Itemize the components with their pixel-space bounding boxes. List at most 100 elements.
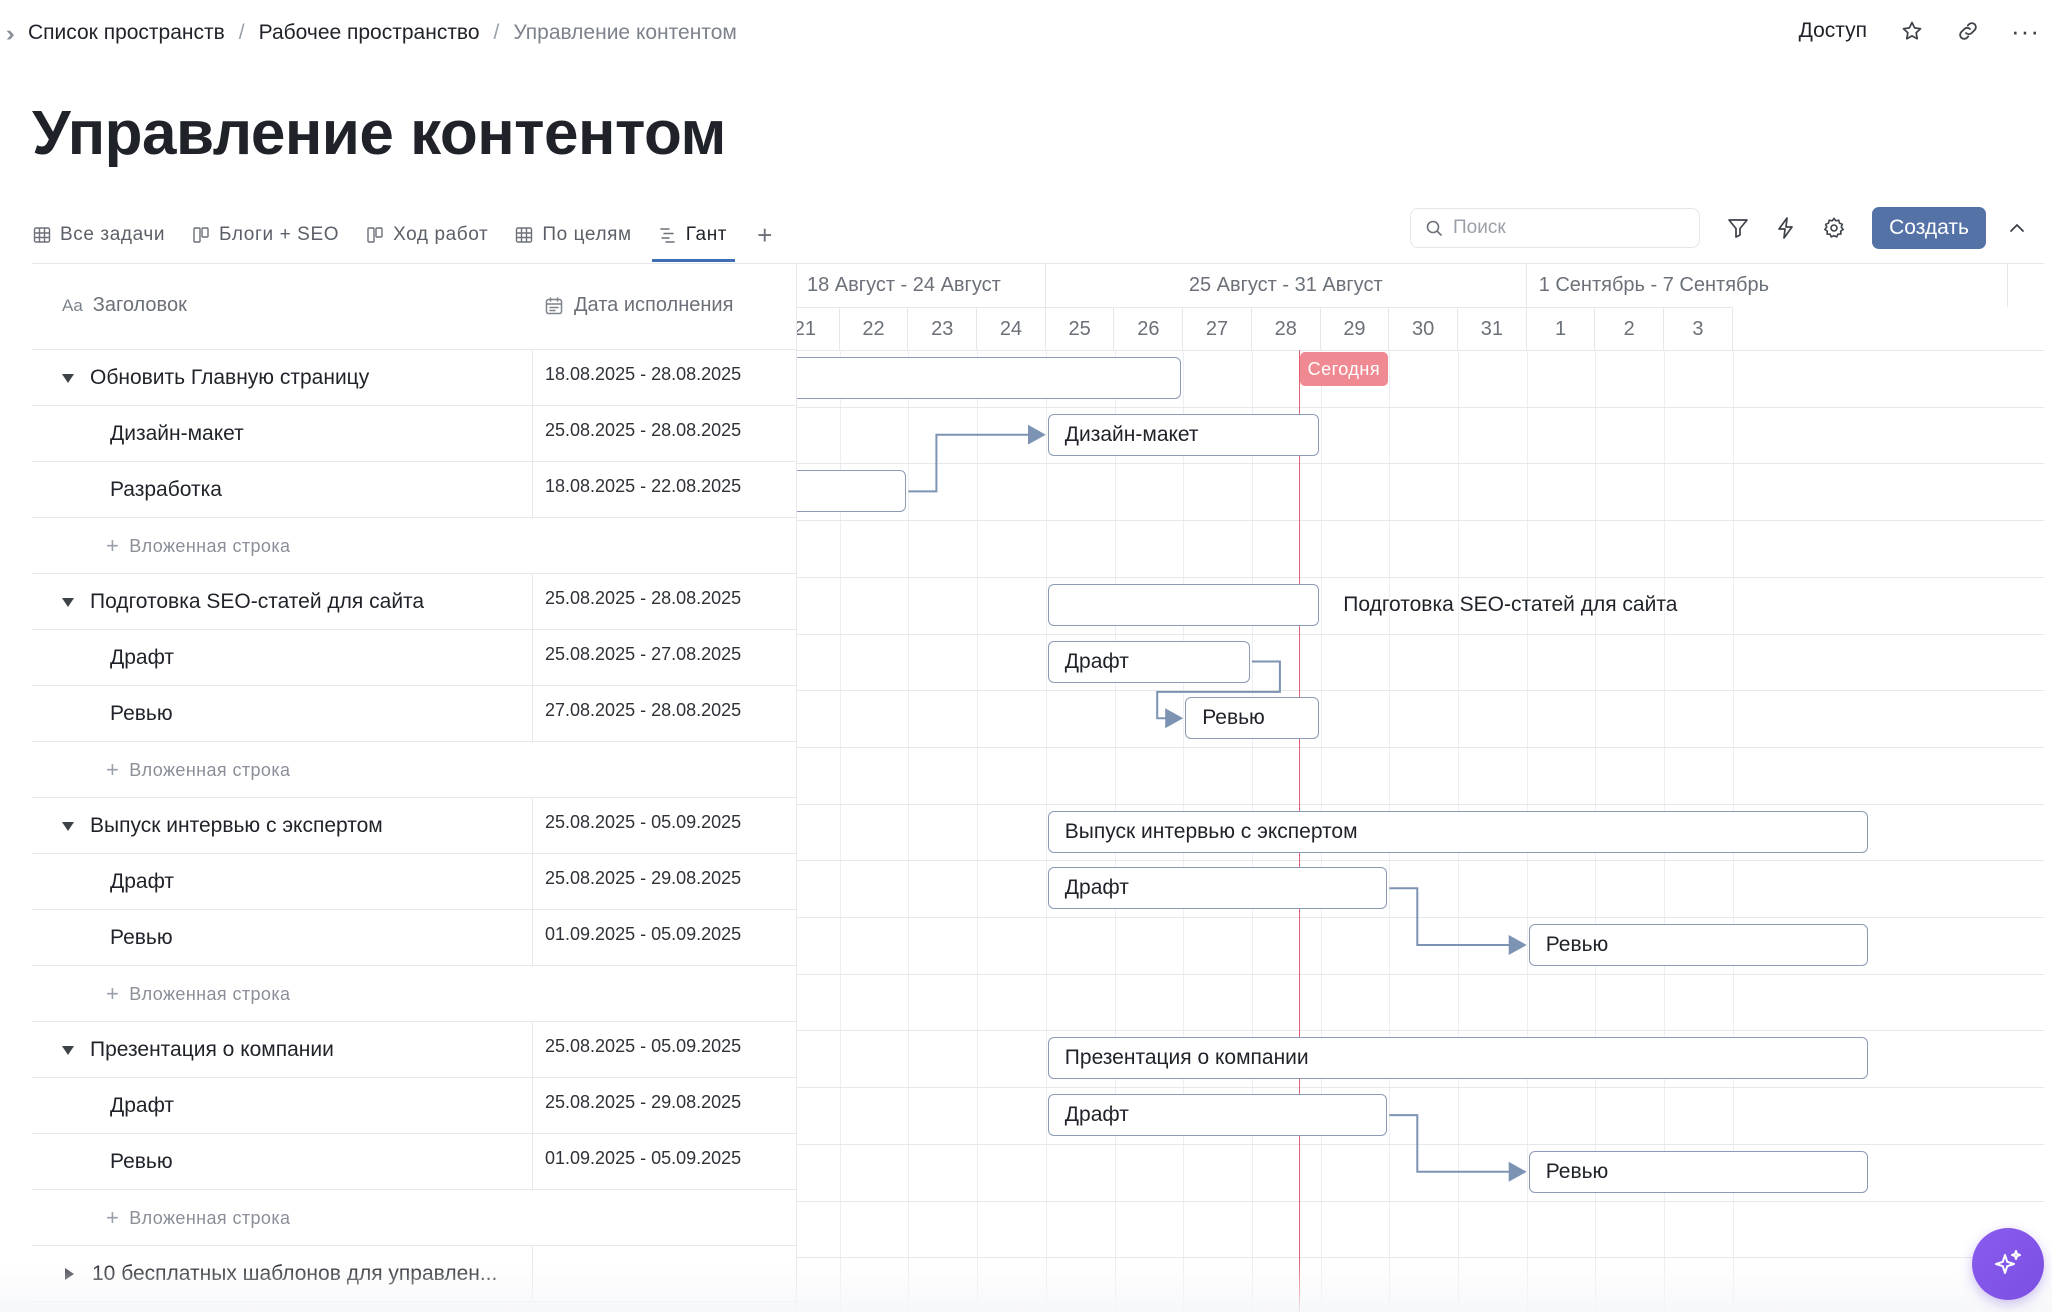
due-date-cell[interactable]: 25.08.2025 - 27.08.2025 <box>532 630 796 686</box>
add-view-button[interactable]: + <box>757 220 773 250</box>
task-title[interactable]: Ревью <box>110 1150 173 1173</box>
table-row[interactable]: 10 бесплатных шаблонов для управлен... <box>32 1246 796 1302</box>
table-row[interactable]: Ревью 01.09.2025 - 05.09.2025 <box>32 1134 796 1190</box>
due-date-cell[interactable]: 18.08.2025 - 28.08.2025 <box>532 350 796 406</box>
due-date-cell[interactable]: 01.09.2025 - 05.09.2025 <box>532 1134 796 1190</box>
task-title[interactable]: Подготовка SEO-статей для сайта <box>90 590 425 613</box>
due-date-cell[interactable]: 25.08.2025 - 29.08.2025 <box>532 854 796 910</box>
table-row[interactable]: Ревью 01.09.2025 - 05.09.2025 <box>32 910 796 966</box>
gantt-bar-presentation-review[interactable]: Ревью <box>1528 1150 1869 1193</box>
expand-sidebar-icon[interactable]: ›› <box>6 21 15 46</box>
more-options-icon[interactable]: ··· <box>2011 16 2040 46</box>
breadcrumb-item-current[interactable]: Управление контентом <box>513 21 737 44</box>
tab-blogs-seo[interactable]: Блоги + SEO <box>191 210 339 260</box>
access-button[interactable]: Доступ <box>1798 19 1868 42</box>
column-header-due-date[interactable]: Дата исполнения <box>544 294 733 317</box>
gantt-bar-interview-review[interactable]: Ревью <box>1528 924 1869 966</box>
due-date-cell[interactable]: 18.08.2025 - 22.08.2025 <box>532 462 796 518</box>
caret-down-icon[interactable] <box>62 821 74 831</box>
table-row[interactable]: Обновить Главную страницу 18.08.2025 - 28… <box>32 350 796 406</box>
due-date-cell[interactable]: 25.08.2025 - 05.09.2025 <box>532 798 796 854</box>
row-gridline <box>797 633 2044 635</box>
breadcrumb-item-spaces[interactable]: Список пространств <box>28 21 225 44</box>
gantt-bar-home-page[interactable] <box>797 357 1182 399</box>
add-subrow-label[interactable]: Вложенная строка <box>129 535 291 556</box>
settings-gear-icon[interactable] <box>1820 214 1848 242</box>
gantt-bar-presentation-draft[interactable]: Драфт <box>1047 1094 1388 1137</box>
add-subrow-label[interactable]: Вложенная строка <box>129 983 291 1004</box>
title-cell: Драфт <box>32 630 532 686</box>
gantt-bar-design[interactable]: Дизайн-макет <box>1047 413 1319 456</box>
caret-down-icon[interactable] <box>62 1045 74 1055</box>
task-title[interactable]: Ревью <box>110 702 173 725</box>
filter-icon[interactable] <box>1724 214 1752 242</box>
automation-bolt-icon[interactable] <box>1772 214 1800 242</box>
search-box[interactable] <box>1410 208 1700 248</box>
table-row[interactable]: Презентация о компании 25.08.2025 - 05.09… <box>32 1022 796 1078</box>
table-row[interactable]: Разработка 18.08.2025 - 22.08.2025 <box>32 462 796 518</box>
tab-all-tasks[interactable]: Все задачи <box>32 210 165 260</box>
plus-icon: + <box>106 757 120 782</box>
link-icon[interactable] <box>1955 18 1981 44</box>
day-header: 25 <box>1045 307 1115 350</box>
add-subrow[interactable]: + Вложенная строка <box>32 966 796 1022</box>
due-date-cell[interactable]: 27.08.2025 - 28.08.2025 <box>532 686 796 742</box>
add-subrow-label[interactable]: Вложенная строка <box>129 759 291 780</box>
due-date-cell[interactable] <box>532 1246 796 1302</box>
due-date-cell[interactable]: 25.08.2025 - 29.08.2025 <box>532 1078 796 1134</box>
task-title[interactable]: Ревью <box>110 926 173 949</box>
caret-down-icon[interactable] <box>62 597 74 607</box>
title-cell: Презентация о компании <box>32 1022 532 1078</box>
due-date-cell[interactable] <box>532 742 796 798</box>
column-header-title[interactable]: Aa Заголовок <box>62 294 187 317</box>
add-subrow[interactable]: + Вложенная строка <box>32 518 796 574</box>
task-title[interactable]: Обновить Главную страницу <box>90 366 370 389</box>
task-title[interactable]: Дизайн-макет <box>110 422 244 445</box>
table-row[interactable]: Дизайн-макет 25.08.2025 - 28.08.2025 <box>32 406 796 462</box>
tab-by-goals[interactable]: По целям <box>514 210 631 260</box>
chevron-up-icon[interactable] <box>2008 219 2028 237</box>
task-title[interactable]: Презентация о компании <box>90 1038 334 1061</box>
due-date-cell[interactable]: 25.08.2025 - 28.08.2025 <box>532 574 796 630</box>
table-row[interactable]: Выпуск интервью с экспертом 25.08.2025 - … <box>32 798 796 854</box>
breadcrumb-item-workspace[interactable]: Рабочее пространство <box>258 21 480 44</box>
dependency-arrow-presentation-draft-review <box>1389 1114 1527 1182</box>
due-date-cell[interactable] <box>532 966 796 1022</box>
ai-assistant-sparkle-icon[interactable] <box>1972 1228 2044 1300</box>
task-title[interactable]: 10 бесплатных шаблонов для управлен... <box>92 1262 498 1285</box>
table-row[interactable]: Драфт 25.08.2025 - 29.08.2025 <box>32 1078 796 1134</box>
due-date-cell[interactable] <box>532 518 796 574</box>
task-title[interactable]: Драфт <box>110 1094 175 1117</box>
add-subrow[interactable]: + Вложенная строка <box>32 1190 796 1246</box>
caret-down-icon[interactable] <box>62 373 74 383</box>
task-title[interactable]: Разработка <box>110 478 222 501</box>
task-title[interactable]: Драфт <box>110 870 175 893</box>
gantt-bar-interview-draft[interactable]: Драфт <box>1047 867 1388 910</box>
table-row[interactable]: Драфт 25.08.2025 - 27.08.2025 <box>32 630 796 686</box>
tab-gantt[interactable]: Гант <box>651 210 736 262</box>
caret-right-icon[interactable] <box>65 1268 74 1280</box>
row-gridline <box>797 1257 2044 1259</box>
gantt-bar-seo-review[interactable]: Ревью <box>1185 697 1319 740</box>
gantt-bar-seo-draft[interactable]: Драфт <box>1047 640 1250 683</box>
tab-progress[interactable]: Ход работ <box>365 210 488 260</box>
add-subrow[interactable]: + Вложенная строка <box>32 742 796 798</box>
due-date-cell[interactable] <box>532 1190 796 1246</box>
task-title[interactable]: Выпуск интервью с экспертом <box>90 814 383 837</box>
due-date-cell[interactable]: 25.08.2025 - 05.09.2025 <box>532 1022 796 1078</box>
table-row[interactable]: Ревью 27.08.2025 - 28.08.2025 <box>32 686 796 742</box>
star-icon[interactable] <box>1899 18 1925 44</box>
due-date-cell[interactable]: 25.08.2025 - 28.08.2025 <box>532 406 796 462</box>
gantt-bar-presentation[interactable]: Презентация о компании <box>1047 1037 1869 1080</box>
table-row[interactable]: Подготовка SEO-статей для сайта 25.08.202… <box>32 574 796 630</box>
add-subrow-label[interactable]: Вложенная строка <box>129 1207 291 1228</box>
task-title[interactable]: Драфт <box>110 646 175 669</box>
gantt-bar-seo[interactable] <box>1047 583 1319 626</box>
table-row[interactable]: Драфт 25.08.2025 - 29.08.2025 <box>32 854 796 910</box>
due-date-cell[interactable]: 01.09.2025 - 05.09.2025 <box>532 910 796 966</box>
day-header: 28 <box>1251 307 1321 350</box>
gantt-bar-interview[interactable]: Выпуск интервью с экспертом <box>1047 810 1869 853</box>
gantt-bar-development[interactable] <box>797 470 907 513</box>
search-input[interactable] <box>1453 217 1673 239</box>
create-button[interactable]: Создать <box>1872 207 1986 249</box>
